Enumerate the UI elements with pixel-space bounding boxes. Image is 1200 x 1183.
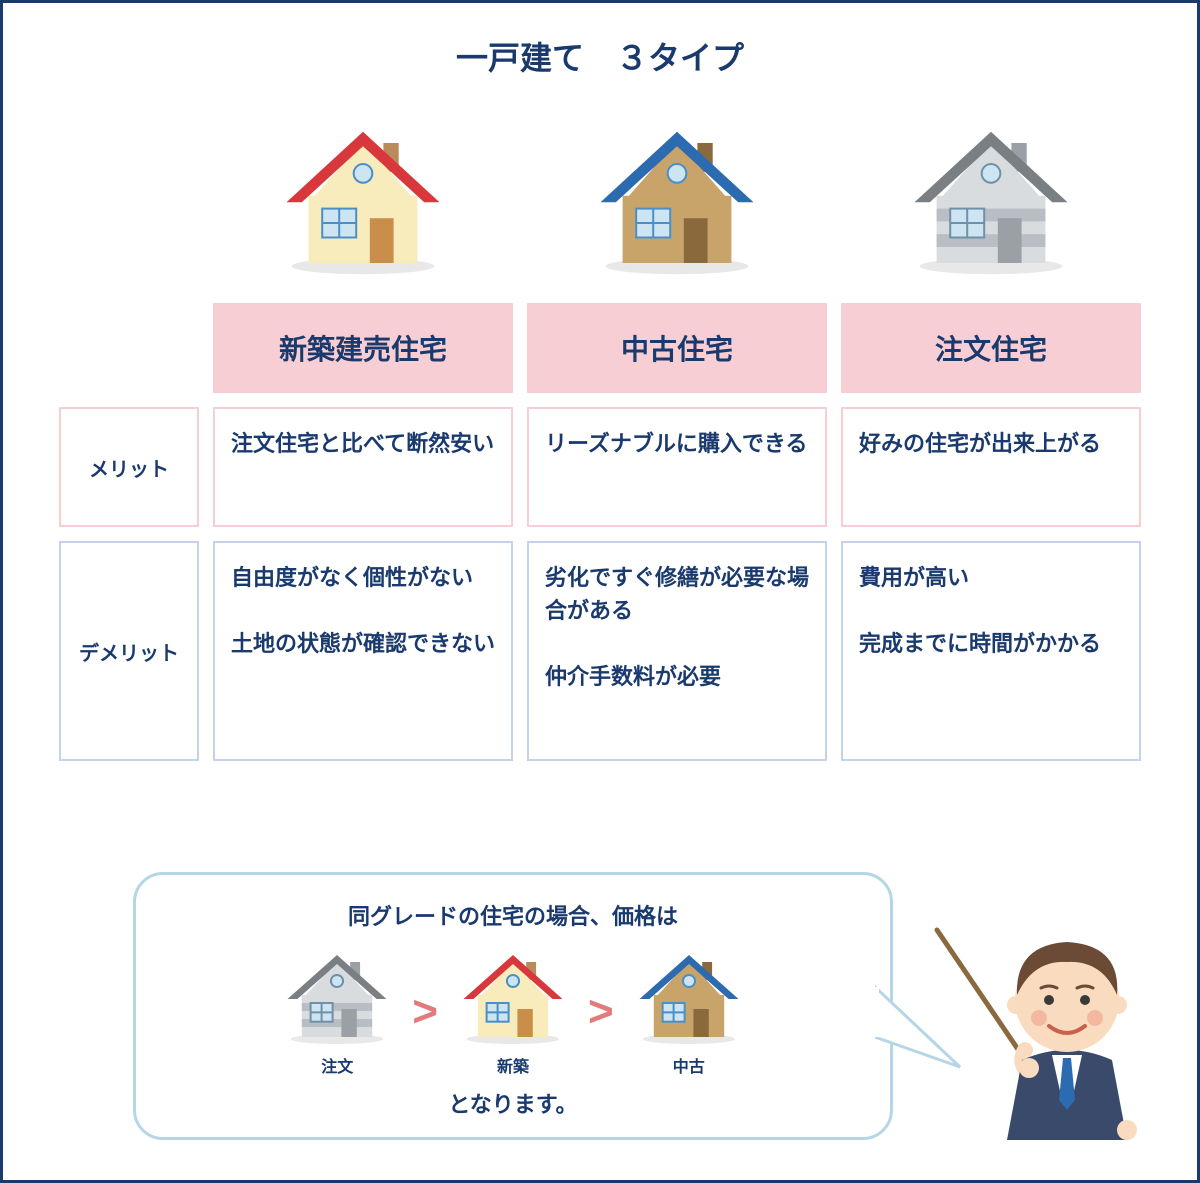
infographic-frame: 一戸建て ３タイプ bbox=[0, 0, 1200, 1183]
price-bubble: 同グレードの住宅の場合、価格は 注文 > bbox=[133, 872, 893, 1140]
row-label-demerit: デメリット bbox=[59, 541, 199, 761]
comparison-grid: 新築建売住宅 中古住宅 注文住宅 メリット 注文住宅と比べて断然安い リーズナブ… bbox=[43, 109, 1157, 761]
house-cell-1 bbox=[527, 109, 827, 289]
presenter-icon bbox=[927, 900, 1147, 1140]
gt-icon: > bbox=[412, 987, 438, 1037]
demerit-0: 自由度がなく個性がない 土地の状態が確認できない bbox=[213, 541, 513, 761]
merit-0: 注文住宅と比べて断然安い bbox=[213, 407, 513, 527]
empty-cell bbox=[59, 109, 199, 289]
bubble-item-0: 注文 bbox=[282, 947, 392, 1077]
demerit-2: 費用が高い 完成までに時間がかかる bbox=[841, 541, 1141, 761]
bubble-title: 同グレードの住宅の場合、価格は bbox=[166, 899, 860, 931]
empty-cell bbox=[59, 303, 199, 393]
house-cell-2 bbox=[841, 109, 1141, 289]
type-header-2: 注文住宅 bbox=[841, 303, 1141, 393]
bubble-label-0: 注文 bbox=[321, 1053, 353, 1077]
house-cell-0 bbox=[213, 109, 513, 289]
bubble-label-1: 新築 bbox=[497, 1053, 529, 1077]
merit-1: リーズナブルに購入できる bbox=[527, 407, 827, 527]
bubble-label-2: 中古 bbox=[673, 1053, 705, 1077]
merit-2: 好みの住宅が出来上がる bbox=[841, 407, 1141, 527]
bubble-item-2: 中古 bbox=[634, 947, 744, 1077]
page-title: 一戸建て ３タイプ bbox=[43, 33, 1157, 79]
bubble-row: 注文 > 新築 > bbox=[166, 947, 860, 1077]
type-header-0: 新築建売住宅 bbox=[213, 303, 513, 393]
bubble-footer: となります。 bbox=[166, 1087, 860, 1119]
gt-icon: > bbox=[588, 987, 614, 1037]
demerit-1: 劣化ですぐ修繕が必要な場合がある 仲介手数料が必要 bbox=[527, 541, 827, 761]
bubble-item-1: 新築 bbox=[458, 947, 568, 1077]
row-label-merit: メリット bbox=[59, 407, 199, 527]
type-header-1: 中古住宅 bbox=[527, 303, 827, 393]
